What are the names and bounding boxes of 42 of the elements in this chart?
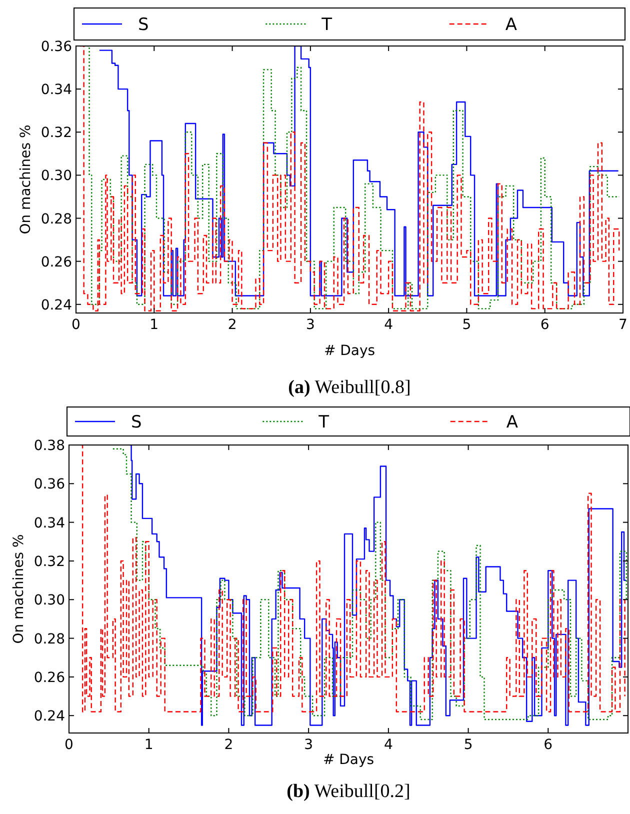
x-axis-title: # Days bbox=[322, 752, 374, 768]
x-tick-label: 3 bbox=[306, 317, 315, 333]
x-tick-label: 6 bbox=[544, 737, 553, 753]
y-tick-label: 0.24 bbox=[34, 708, 66, 725]
y-tick-label: 0.28 bbox=[34, 631, 65, 648]
y-tick-label: 0.24 bbox=[40, 297, 72, 314]
y-tick-label: 0.34 bbox=[34, 515, 66, 532]
y-tick-label: 0.32 bbox=[34, 554, 65, 570]
legend-label: A bbox=[506, 412, 518, 432]
y-tick-label: 0.36 bbox=[34, 476, 66, 493]
legend-label: S bbox=[138, 15, 149, 35]
x-axis-title: # Days bbox=[324, 343, 376, 359]
y-axis-title: On machines % bbox=[18, 124, 34, 234]
x-tick-label: 2 bbox=[224, 737, 234, 753]
legend-label: T bbox=[318, 412, 330, 432]
x-tick-label: 7 bbox=[618, 317, 628, 333]
y-tick-label: 0.26 bbox=[40, 254, 72, 270]
legend-label: A bbox=[505, 15, 518, 35]
y-tick-label: 0.34 bbox=[40, 82, 72, 98]
text: (a) Weibull[0.8] bbox=[288, 377, 411, 398]
y-tick-label: 0.30 bbox=[34, 592, 65, 609]
legend-label: T bbox=[320, 15, 333, 35]
x-tick-label: 3 bbox=[304, 737, 314, 753]
y-tick-label: 0.38 bbox=[34, 438, 65, 454]
x-tick-label: 4 bbox=[384, 737, 393, 753]
x-tick-label: 0 bbox=[72, 317, 80, 333]
x-tick-label: 5 bbox=[464, 737, 473, 753]
text: (b) Weibull[0.2] bbox=[286, 781, 410, 802]
x-tick-label: 2 bbox=[228, 317, 237, 333]
y-tick-label: 0.26 bbox=[34, 670, 66, 686]
x-tick-label: 5 bbox=[462, 317, 472, 333]
y-axis-title: On machines % bbox=[11, 534, 27, 644]
x-tick-label: 6 bbox=[540, 317, 550, 333]
y-tick-label: 0.36 bbox=[40, 39, 72, 55]
legend-label: S bbox=[131, 412, 142, 432]
x-tick-label: 1 bbox=[150, 317, 159, 333]
x-tick-label: 0 bbox=[64, 737, 74, 753]
x-tick-label: 4 bbox=[384, 317, 394, 333]
y-tick-label: 0.32 bbox=[40, 125, 72, 142]
y-tick-label: 0.30 bbox=[40, 168, 72, 184]
y-tick-label: 0.28 bbox=[40, 211, 72, 228]
x-tick-label: 1 bbox=[144, 737, 154, 753]
